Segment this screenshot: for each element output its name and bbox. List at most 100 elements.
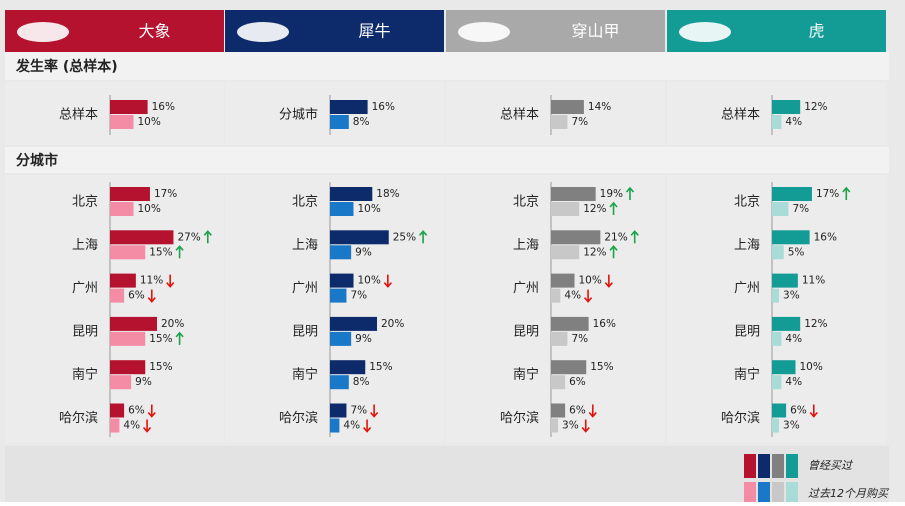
category-label: 广州 (734, 281, 760, 296)
value-label: 17% (154, 188, 177, 200)
value-label: 17% (816, 188, 839, 200)
category-label: 南宁 (292, 367, 318, 383)
bar (330, 115, 349, 129)
bar (772, 245, 784, 260)
category-label: 上海 (72, 238, 98, 253)
panel-title: 犀牛 (358, 22, 390, 41)
value-label: 3% (562, 420, 579, 432)
bar (772, 202, 789, 216)
bar (551, 418, 559, 433)
value-label: 15% (149, 333, 172, 345)
bar (110, 202, 134, 216)
trend-arrow (588, 404, 597, 418)
value-label: 15% (149, 246, 172, 258)
bar (110, 375, 132, 390)
trend-arrow (842, 186, 851, 200)
value-label: 7% (792, 203, 809, 215)
arrow-head (142, 426, 152, 433)
trend-arrow (203, 230, 212, 244)
trend-arrow (609, 245, 618, 259)
bar (330, 187, 373, 201)
value-label: 8% (353, 376, 370, 388)
value-label: 6% (569, 405, 586, 417)
section-title: 发生率 (总样本) (15, 58, 118, 75)
legend-band (5, 446, 889, 502)
category-label: 哈尔滨 (279, 410, 318, 426)
category-label: 广州 (513, 281, 539, 296)
category-label: 昆明 (513, 324, 539, 339)
value-label: 9% (355, 333, 372, 345)
trend-arrow (362, 419, 372, 433)
panel-cell (5, 175, 224, 443)
bar (772, 273, 798, 288)
value-label: 15% (369, 361, 392, 373)
category-label: 广州 (292, 281, 318, 296)
bar (110, 316, 157, 331)
bar (330, 375, 349, 390)
legend-swatch (758, 482, 770, 506)
bar (110, 403, 125, 418)
value-label: 16% (593, 318, 616, 330)
bar (110, 100, 148, 114)
arrow-head (147, 411, 156, 418)
value-label: 6% (128, 405, 145, 417)
section-title: 分城市 (16, 152, 58, 169)
value-label: 4% (343, 420, 360, 432)
bar (330, 202, 354, 216)
bar (110, 331, 146, 346)
value-label: 25% (393, 231, 416, 243)
bar (772, 288, 780, 303)
arrow-head (630, 230, 639, 236)
bar (110, 360, 146, 375)
category-label: 昆明 (734, 324, 760, 339)
trend-arrow (175, 331, 184, 345)
value-label: 10% (800, 361, 823, 373)
value-label: 4% (785, 333, 802, 345)
category-label: 北京 (292, 195, 318, 210)
bar (772, 375, 782, 390)
trend-arrow (809, 404, 818, 418)
value-label: 16% (814, 231, 837, 243)
value-label: 10% (138, 116, 161, 128)
value-label: 4% (785, 376, 802, 388)
animal-icon (237, 22, 289, 42)
bar (551, 316, 589, 331)
value-label: 7% (350, 405, 367, 417)
category-label: 昆明 (292, 324, 318, 339)
section-band (5, 147, 889, 173)
section-band (5, 52, 889, 80)
value-label: 5% (788, 246, 805, 258)
arrow-head (625, 186, 635, 193)
panel-cell (667, 175, 886, 443)
trend-arrow (147, 404, 156, 418)
bar (772, 115, 782, 129)
bar (330, 418, 340, 433)
bar (330, 273, 354, 288)
legend-label: 过去12个月购买 (808, 487, 890, 500)
bar (110, 115, 134, 129)
value-label: 9% (355, 246, 372, 258)
arrow-head (604, 282, 613, 288)
bar (772, 403, 787, 418)
panel-title: 虎 (808, 22, 824, 41)
value-label: 16% (372, 101, 395, 113)
trend-arrow (604, 274, 613, 288)
arrow-head (581, 426, 590, 433)
value-label: 14% (588, 101, 611, 113)
panel-cell (225, 175, 444, 443)
value-label: 10% (358, 203, 381, 215)
value-label: 4% (785, 116, 802, 128)
bar (772, 187, 812, 201)
bar (551, 331, 568, 346)
trend-arrow (166, 274, 175, 288)
bar (551, 230, 601, 245)
bar (330, 245, 352, 260)
category-label: 南宁 (513, 367, 539, 383)
value-label: 20% (161, 318, 184, 330)
category-label: 北京 (734, 195, 760, 210)
trend-arrow (630, 230, 639, 244)
bar (110, 245, 146, 260)
value-label: 16% (152, 101, 175, 113)
arrow-head (609, 201, 618, 208)
